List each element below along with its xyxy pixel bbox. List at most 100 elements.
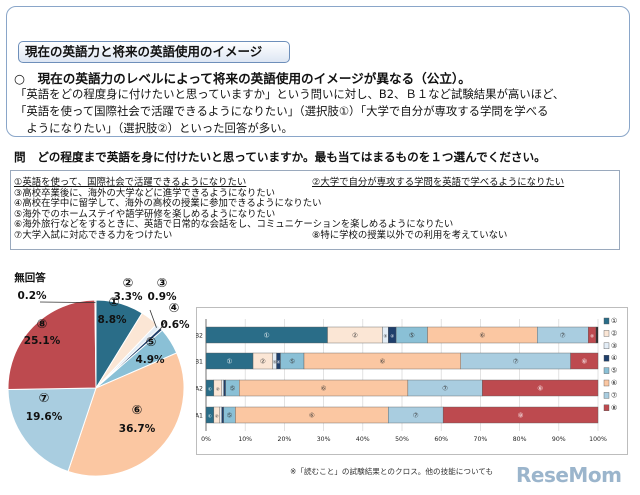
- legend-swatch-8: [603, 404, 610, 412]
- pie-value-2: 3.3%: [113, 291, 143, 303]
- bar-segment-label: ⑧: [518, 411, 524, 419]
- bar-segment-label: ③: [273, 359, 277, 364]
- pie-leader-line: [39, 301, 96, 304]
- bar-segment-label: ⑦: [513, 357, 519, 365]
- bar-xtick-label: 30%: [317, 436, 331, 443]
- bar-segment-label: ⑦: [413, 411, 419, 419]
- lead-text: ○ 現在の英語力のレベルによって将来の英語使用のイメージが異なる（公立）。: [14, 71, 471, 86]
- bar-xtick-label: 100%: [589, 436, 607, 443]
- bar-segment-label: ②: [216, 386, 220, 391]
- bar-xtick-label: 20%: [278, 436, 292, 443]
- bar-segment-label: ①: [227, 357, 233, 365]
- bar-xtick-label: 0%: [201, 436, 211, 443]
- legend-swatch-1: [603, 317, 610, 325]
- bar-xtick-label: 60%: [434, 436, 448, 443]
- pie-value-4: 0.6%: [160, 319, 190, 331]
- legend-swatch-5: [603, 367, 610, 374]
- bar-segment-a2-4: [223, 379, 226, 397]
- bar-xtick-label: 70%: [474, 436, 488, 443]
- pie-value-6: 36.7%: [119, 423, 156, 435]
- choice-7: ⑦大学入試に対応できる力をつけたい: [14, 229, 173, 241]
- bar-segment-label: ⑥: [309, 411, 315, 419]
- bar-segment-label: ⑤: [227, 411, 233, 419]
- bar-segment-b1-8: [570, 352, 599, 370]
- pie-label-6: ⑥: [132, 402, 143, 417]
- bar-category-label-b1: B1: [196, 359, 203, 366]
- pie-value-3: 0.9%: [147, 291, 177, 303]
- summary-box: [6, 6, 630, 137]
- bar-segment-label: ①: [264, 331, 270, 339]
- choice-8: ⑧特に学校の授業以外での利用を考えていない: [312, 229, 508, 241]
- bar-segment-label: ②: [215, 413, 219, 418]
- bar-xtick-label: 50%: [395, 436, 409, 443]
- bar-category-label-b2: B2: [196, 333, 203, 340]
- choice-6: ⑥海外旅行などをするときに、英語で日常的な会話をし、コミュニケーションを楽しめる…: [14, 219, 454, 230]
- section-title: 現在の英語力と将来の英語使用のイメージ: [18, 41, 290, 63]
- bar-segment-label: ②: [352, 331, 358, 339]
- bar-segment-label: ⑧: [537, 384, 543, 392]
- choice-5: ⑤海外でのホームステイや語学研修を楽しめるようになりたい: [14, 208, 276, 220]
- bar-segment-a2-3: [221, 379, 224, 397]
- choices-box: [10, 170, 620, 250]
- pie-slice-8: [7, 299, 97, 391]
- pie-label-2: ②: [123, 275, 134, 290]
- legend-label-4: ④: [611, 354, 617, 362]
- question-text: 問 どの程度まで英語を身に付けたいと思っていますか。最も当てはまるものを１つ選ん…: [14, 150, 546, 164]
- bar-xtick-label: 80%: [513, 436, 527, 443]
- legend-swatch-6: [603, 379, 610, 387]
- pie-value-8: 25.1%: [24, 335, 61, 347]
- legend-label-8: ⑧: [611, 404, 617, 412]
- bar-segment-b2-9: [595, 326, 599, 344]
- bar-segment-label: ⑧: [590, 333, 594, 338]
- pie-value-5: 4.9%: [135, 354, 165, 366]
- pie-label-1: ①: [109, 294, 120, 309]
- body-line-3: ようになりたい」（選択肢②）といった回答が多い。: [15, 121, 293, 135]
- legend-label-3: ③: [611, 342, 617, 350]
- bar-xtick-label: 40%: [356, 436, 370, 443]
- pie-leader-line: [149, 309, 157, 328]
- choice-3: ③高校卒業後に、海外の大学などに進学できるようになりたい: [14, 187, 276, 199]
- pie-slice-9: [94, 299, 97, 389]
- bar-xtick-label: 10%: [238, 436, 252, 443]
- bar-segment-label: ⑧: [581, 357, 587, 365]
- bar-segment-label: ③: [383, 333, 387, 338]
- bar-segment-label: ①: [208, 386, 212, 391]
- body-line-2: 「英語を使って国際社会で活躍できるようになりたい」（選択肢①）「大学で自分が専攻…: [15, 104, 549, 118]
- bar-xtick-label: 90%: [552, 436, 566, 443]
- legend-label-1: ①: [611, 317, 617, 325]
- stacked-bar-chart: ① ② ③ ④ ⑤ ⑥ ⑦ ⑧① ② ③ ④ ⑤ ⑥ ⑦ ⑧① ② ⑤ ⑥ ⑦ ⑧① ② ⑤ ⑥ ⑦ ⑧ 0% 10% 20% 30%…: [196, 317, 617, 443]
- pie-value-9: 0.2%: [17, 290, 47, 302]
- pie-leader-line: [158, 321, 166, 331]
- bar-segment-a2-8: [482, 379, 599, 397]
- bar-segment-label: ⑦: [442, 384, 448, 392]
- legend-label-5: ⑤: [611, 367, 617, 375]
- bar-category-label-a1: A1: [196, 413, 203, 420]
- bar-segment-a1-3: [219, 406, 222, 424]
- legend-swatch-4: [603, 355, 610, 362]
- footnote: ※「読むこと」の試験結果とのクロス。他の技能についても: [290, 467, 494, 476]
- bar-segment-label: ①: [208, 413, 212, 418]
- legend-label-6: ⑥: [611, 379, 617, 387]
- bar-segment-label: ⑥: [479, 331, 485, 339]
- bar-segment-label: ②: [260, 357, 266, 365]
- bar-segment-a1-4: [221, 406, 224, 424]
- pie-value-7: 19.6%: [26, 411, 63, 423]
- pie-label-8: ⑧: [37, 316, 48, 331]
- bar-segment-label: ⑦: [560, 331, 566, 339]
- legend-swatch-2: [603, 330, 610, 337]
- pie-label-9: 無回答: [14, 271, 46, 284]
- pie-label-5: ⑤: [146, 334, 157, 349]
- bar-segment-label: ⑤: [229, 384, 235, 392]
- bar-segment-label: ④: [390, 333, 394, 338]
- choice-1: ①英語を使って、国際社会で活躍できるようになりたい: [14, 177, 247, 188]
- bar-segment-a1-8: [442, 406, 599, 424]
- pie-slice-6: [67, 352, 185, 477]
- legend-label-7: ⑦: [611, 391, 617, 399]
- pie-label-7: ⑦: [39, 390, 50, 405]
- pie-label-4: ④: [169, 300, 180, 315]
- legend-label-2: ②: [611, 329, 617, 337]
- bar-category-label-a2: A2: [196, 386, 203, 393]
- choice-4: ④高校在学中に留学して、海外の高校の授業に参加できるようになりたい: [14, 198, 322, 209]
- choice-2: ②大学で自分が専攻する学問を英語で学べるようになりたい: [312, 177, 565, 188]
- bar-segment-label: ⑤: [289, 357, 295, 365]
